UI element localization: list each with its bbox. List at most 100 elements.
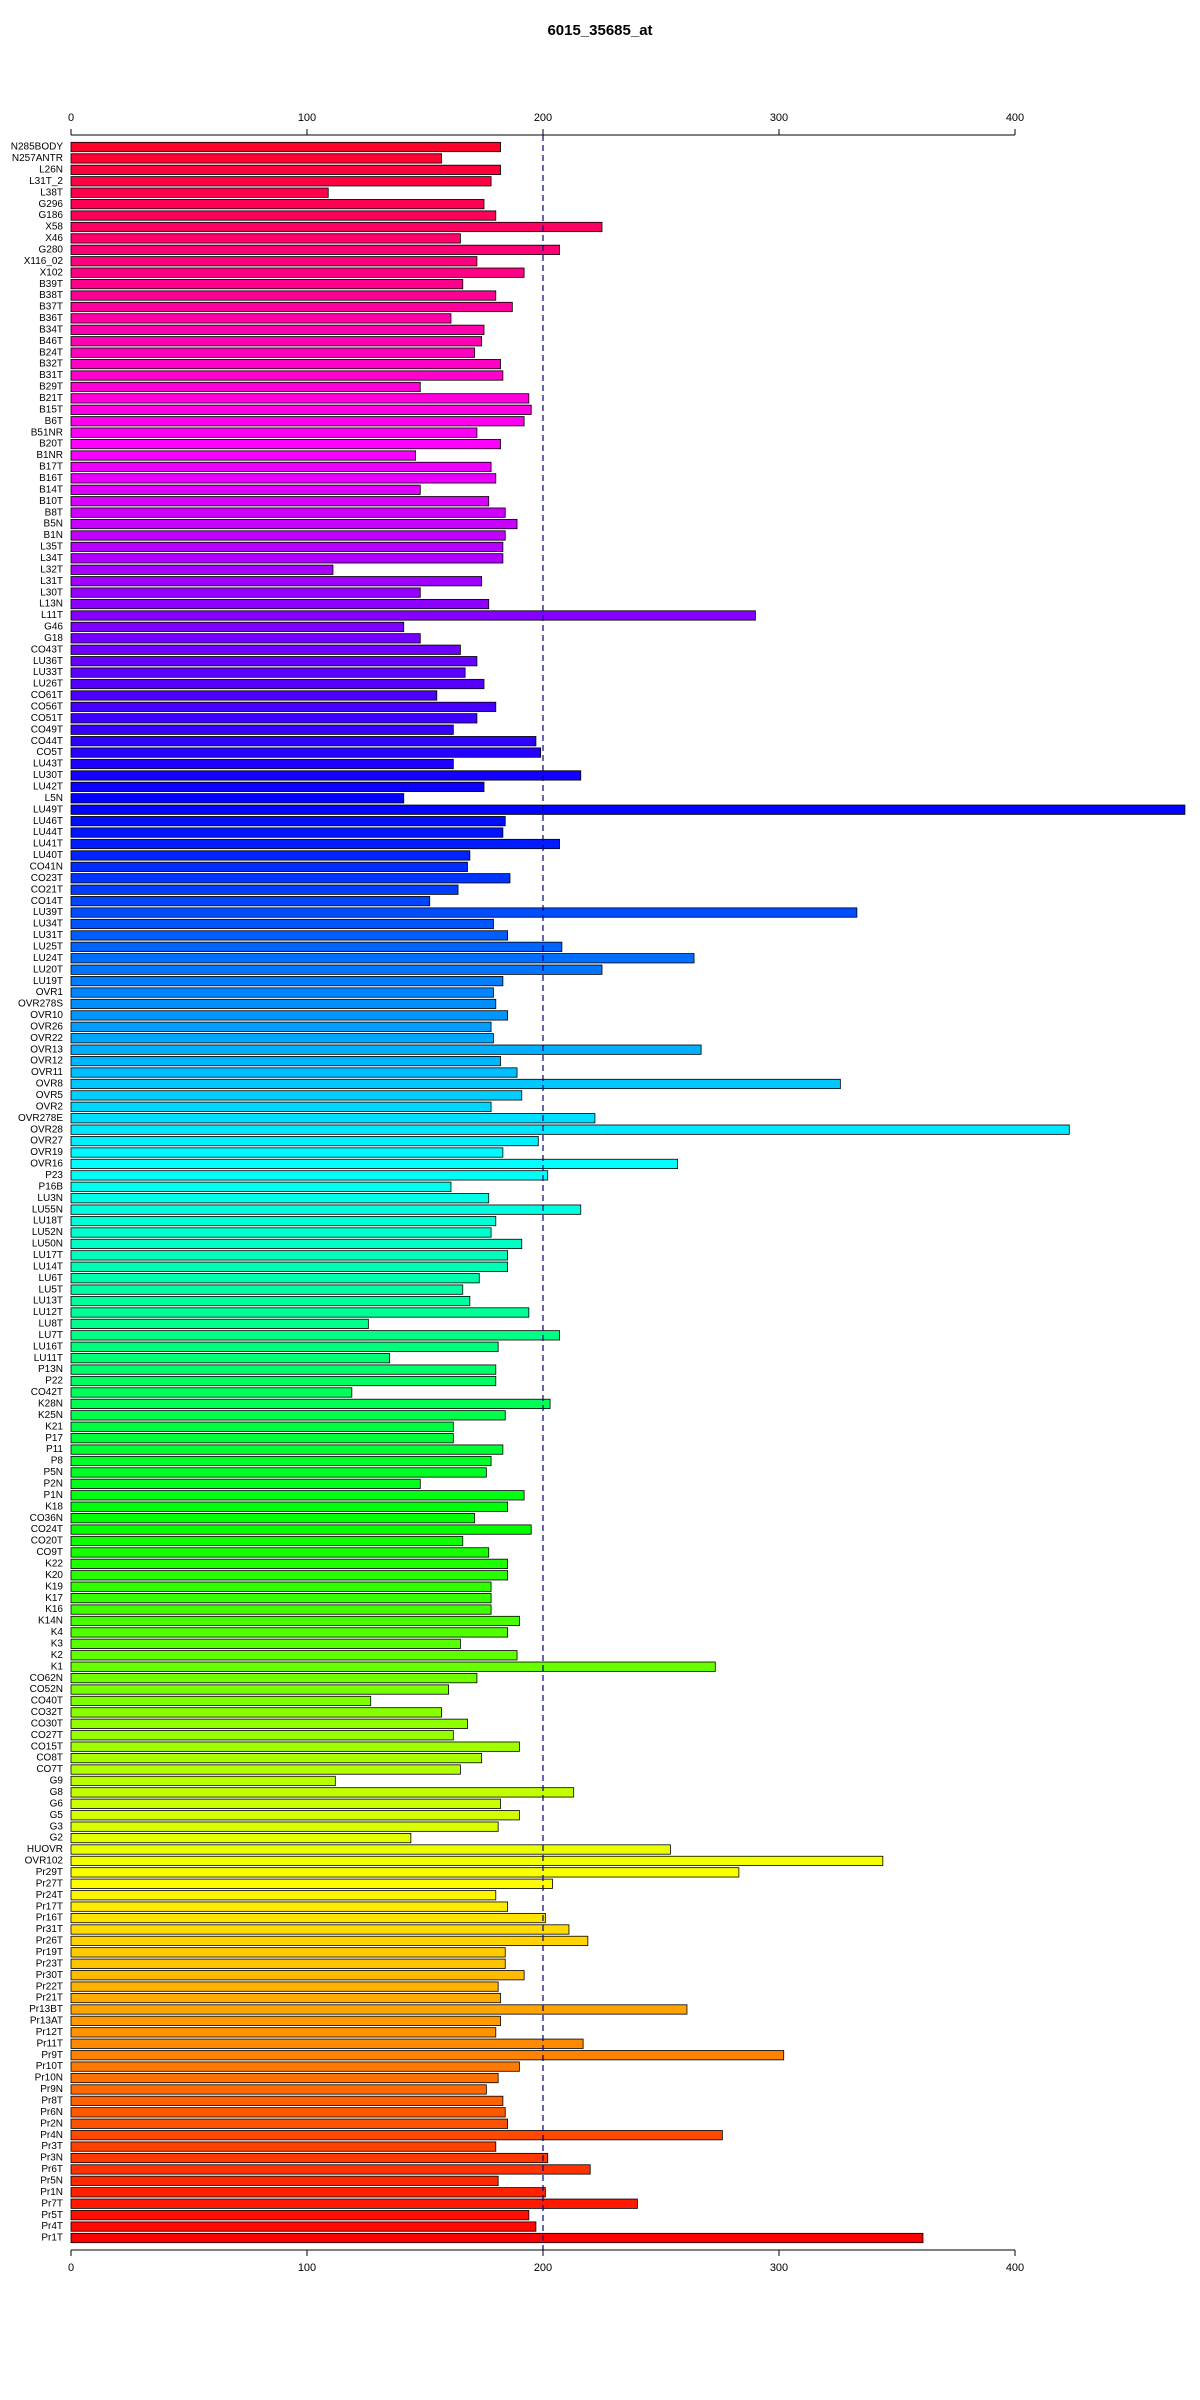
y-tick-label: CO5T [36,747,63,758]
bar [70,176,492,187]
y-tick-label: P17 [45,1433,63,1444]
bar [70,2050,785,2061]
y-tick-label: CO7T [36,1764,63,1775]
y-tick-label: Pr24T [36,1890,63,1901]
y-tick-label: L35T [40,542,63,553]
y-tick-label: LU11T [34,1353,63,1364]
bar [70,2027,497,2038]
bar [70,1467,487,1478]
y-tick-label: LU39T [33,907,63,918]
bar [70,1101,492,1112]
bar [70,2015,501,2026]
bar [70,1490,525,1501]
y-tick-label: Pr26T [36,1936,63,1947]
x-tick-label: 200 [534,112,552,124]
bar [70,1090,523,1101]
y-tick-label: LU42T [33,782,63,793]
y-tick-label: OVR28 [30,1124,63,1135]
bar [70,918,494,930]
bar [70,610,756,621]
bar [70,1193,490,1204]
y-tick-label: B24T [39,347,63,358]
bar [70,998,497,1010]
y-tick-label: OVR27 [30,1136,63,1147]
bar [70,484,421,495]
y-tick-label: CO24T [31,1524,63,1535]
y-tick-label: G9 [50,1776,64,1787]
y-tick-label: OVR278E [18,1113,63,1124]
y-tick-label: CO20T [31,1536,63,1547]
bar [70,896,431,907]
bar [70,2004,688,2015]
y-tick-label: B1N [44,530,63,541]
y-tick-label: L11T [41,610,63,621]
bar [70,1215,497,1227]
y-tick-label: G296 [39,199,64,210]
bar [70,221,603,233]
y-tick-label: LU36T [33,656,63,667]
y-tick-label: Pr8T [41,2096,63,2107]
bar [70,553,504,564]
y-tick-label: LU33T [33,667,63,678]
y-tick-label: LU55N [32,1204,63,1215]
bar [70,907,858,918]
bar [70,2232,924,2244]
x-tick-label: 300 [770,112,788,124]
bar [70,598,490,610]
bar [70,1935,589,1947]
bar [70,473,497,484]
bar [70,1056,501,1067]
bar [70,1341,499,1352]
bar [70,1375,497,1387]
bar [70,1581,492,1592]
bar [70,393,530,404]
y-tick-label: Pr30T [36,1970,63,1981]
y-tick-label: LU18T [33,1216,63,1227]
bar [70,1135,539,1147]
bar [70,541,504,553]
bar [70,1295,471,1307]
bar [70,210,497,221]
y-tick-label: B36T [39,313,63,324]
y-tick-label: LU6T [39,1273,63,1284]
bar [70,576,483,587]
bar [70,884,459,895]
bar [70,347,475,358]
y-tick-label: K20 [45,1570,63,1581]
bar [70,656,478,667]
y-tick-label: B37T [39,302,63,313]
bar [70,427,478,438]
bar [70,199,485,210]
bar [70,153,442,164]
y-tick-label: CO56T [31,702,63,713]
y-tick-label: L30T [40,587,63,598]
y-tick-label: CO43T [31,644,63,655]
y-tick-label: L32T [40,564,63,575]
bar [70,1330,560,1341]
bar [70,1535,464,1547]
bar [70,781,485,792]
y-tick-label: Pr29T [36,1867,63,1878]
y-tick-label: Pr1T [41,2233,63,2244]
bar [70,1890,497,1901]
bar [70,518,518,530]
y-tick-label: LU46T [33,816,63,827]
y-tick-label: LU43T [33,759,63,770]
bar [70,279,464,290]
y-tick-label: OVR2 [36,1101,64,1112]
y-tick-label: G2 [50,1833,64,1844]
bar [70,1844,671,1855]
bar [70,233,461,244]
y-tick-label: B32T [39,359,63,370]
bar [70,850,471,861]
y-tick-label: P22 [45,1376,63,1387]
y-tick-label: OVR10 [30,1010,63,1021]
bar [70,1924,570,1935]
bar [70,187,329,198]
y-tick-label: Pr9N [40,2084,63,2095]
bar [70,1547,490,1558]
x-tick-label: 300 [770,2262,788,2274]
y-tick-label: K14N [38,1616,63,1627]
y-tick-label: B21T [39,393,63,404]
y-tick-label: B39T [39,279,63,290]
